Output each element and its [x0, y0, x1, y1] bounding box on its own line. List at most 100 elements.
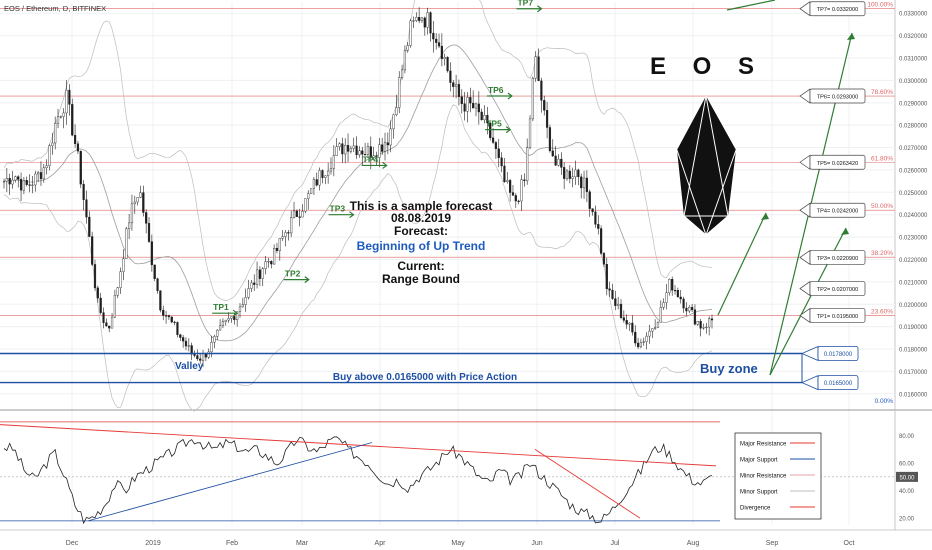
candle-body	[187, 345, 190, 347]
candle-body	[48, 145, 51, 167]
sample-forecast-text: This is a sample forecast	[350, 199, 493, 213]
candle-body	[344, 145, 347, 155]
candle-body	[71, 104, 74, 136]
rsi-legend: Major Resistance Major Support Minor Resis…	[734, 432, 822, 520]
candle-body	[207, 351, 210, 358]
candle-body	[679, 296, 682, 300]
candle-body	[338, 143, 341, 147]
candle-body	[241, 304, 244, 308]
candle-body	[636, 342, 640, 348]
candle-body	[19, 178, 23, 191]
candle-body	[406, 45, 409, 51]
candle-body	[710, 318, 714, 321]
forecast-leg	[717, 212, 767, 316]
y-tick-label: 0.0230000	[899, 236, 928, 242]
candle-body	[648, 330, 651, 337]
x-tick-label: Aug	[687, 540, 700, 547]
tp-arrow-head	[507, 92, 513, 100]
candle-body	[386, 142, 389, 146]
candle-body	[395, 107, 398, 116]
candle-body	[639, 342, 643, 348]
candle-body	[528, 118, 532, 148]
candle-body	[597, 224, 600, 229]
candle-body	[290, 217, 293, 234]
candle-body	[690, 307, 694, 310]
candle-body	[54, 123, 57, 144]
candle-body	[625, 320, 628, 325]
legend-label: Divergence	[740, 506, 771, 512]
candle-body	[193, 354, 196, 356]
candle-body	[39, 172, 43, 180]
candle-body	[284, 232, 287, 237]
candle-body	[543, 100, 546, 111]
candle-body	[5, 178, 8, 182]
candle-body	[705, 326, 708, 329]
candle-body	[349, 148, 352, 152]
x-tick-label: Apr	[375, 540, 387, 547]
rsi-current-box	[896, 471, 918, 482]
candle-body	[236, 311, 239, 321]
support-label: 0.0178000	[824, 352, 853, 358]
candle-body	[520, 179, 523, 202]
candle-body	[383, 142, 387, 152]
candle-body	[352, 145, 355, 149]
candle-body	[563, 167, 566, 179]
candle-body	[244, 297, 247, 305]
candle-body	[139, 192, 142, 198]
candle-body	[480, 111, 483, 121]
candle-body	[483, 115, 486, 121]
candle-body	[523, 179, 526, 181]
tp-arrows: TP1 TP2 TP3 TP4 TP5 TP6 TP7	[212, 0, 543, 317]
candle-body	[699, 321, 702, 329]
candle-body	[571, 176, 574, 179]
candle-body	[133, 201, 136, 205]
y-tick-label: 0.0250000	[899, 191, 928, 197]
tp-box	[809, 1, 866, 17]
current-label: Current:	[397, 259, 444, 273]
tp-arrow-head	[349, 211, 355, 219]
candle-body	[662, 302, 665, 308]
candle-body	[128, 222, 131, 229]
candle-body	[682, 298, 685, 309]
candle-body	[642, 341, 645, 343]
candle-body	[415, 17, 418, 21]
legend-label: Minor Resistance	[740, 474, 787, 480]
tp-box-label: TP4= 0.0242000	[817, 209, 859, 215]
candle-body	[318, 170, 321, 186]
candle-body	[184, 340, 188, 347]
candle-body	[156, 278, 159, 291]
candle-body	[585, 177, 588, 192]
tp-arrow-label: TP3	[330, 204, 346, 214]
x-tick-label: 2019	[145, 540, 161, 547]
candle-body	[588, 191, 591, 209]
symbol-label: EOS / Ethereum, D, BITFINEX	[4, 4, 106, 13]
candle-body	[341, 143, 344, 155]
candle-body	[611, 289, 614, 299]
tp-box-label: TP7= 0.0332000	[817, 7, 859, 13]
candle-body	[150, 241, 153, 266]
x-tick-label: Sep	[766, 540, 779, 547]
rsi-tick-label: 40.00	[899, 489, 915, 495]
candle-body	[418, 17, 421, 21]
candle-body	[321, 170, 324, 178]
forecast-value: Beginning of Up Trend	[357, 239, 486, 253]
candle-body	[608, 288, 611, 291]
candle-body	[668, 279, 671, 293]
candle-body	[122, 258, 125, 272]
candle-body	[230, 316, 233, 319]
candle-body	[454, 84, 458, 87]
candle-body	[514, 195, 517, 202]
candle-body	[227, 318, 230, 321]
candle-body	[324, 175, 327, 178]
candle-body	[287, 232, 290, 234]
y-tick-label: 0.0260000	[899, 168, 928, 174]
candle-body	[580, 176, 583, 189]
candle-body	[105, 322, 108, 327]
candle-body	[708, 318, 711, 328]
fib-label: 78.60%	[871, 89, 893, 96]
candle-body	[31, 184, 34, 186]
candle-body	[466, 97, 469, 112]
candle-body	[28, 184, 31, 186]
candle-body	[153, 264, 156, 279]
candle-body	[420, 17, 424, 21]
